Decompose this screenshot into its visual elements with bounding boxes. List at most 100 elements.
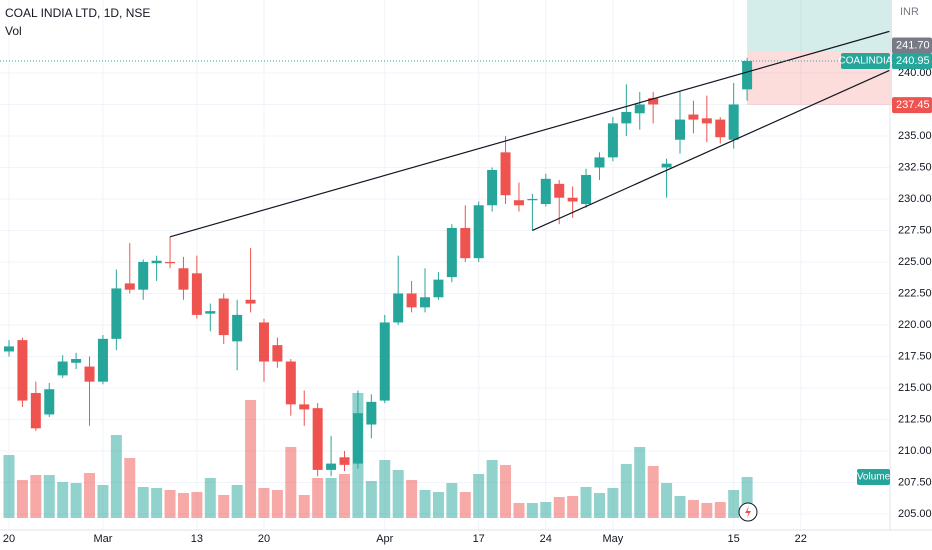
candle-body — [701, 118, 712, 124]
y-tick-label: 222.50 — [898, 287, 932, 299]
volume-bar — [365, 481, 377, 518]
candle-body — [688, 114, 699, 120]
currency: INR — [900, 6, 919, 18]
candle-body — [352, 413, 363, 464]
candle-body — [4, 346, 14, 352]
candle-body — [420, 297, 431, 308]
volume-bar — [30, 475, 42, 518]
volume-bar — [204, 478, 216, 518]
volume-bar — [16, 480, 28, 518]
chart-title: COAL INDIA LTD, 1D, NSE — [5, 6, 150, 20]
candle-body — [205, 311, 216, 314]
volume-bar — [674, 496, 686, 518]
target-zone — [747, 0, 892, 52]
y-tick-label: 210.00 — [898, 445, 932, 457]
y-tick-label: 227.50 — [898, 224, 932, 236]
x-tick-label: 17 — [473, 533, 485, 545]
candle-body — [57, 361, 68, 376]
candle-body — [138, 261, 149, 290]
candle-body — [433, 279, 444, 298]
volume-bar — [231, 485, 243, 518]
y-tick-label: 235.00 — [898, 130, 932, 142]
candle-body — [540, 178, 551, 205]
volume-bar — [325, 478, 337, 518]
stop-label: 237.45 — [896, 99, 930, 111]
volume-bar — [84, 473, 96, 518]
last-price-label: 240.95 — [896, 55, 930, 67]
volume-bar — [567, 496, 579, 518]
volume-bar — [701, 503, 713, 518]
volume-bar — [486, 460, 498, 518]
volume-bar — [191, 492, 203, 518]
x-tick-label: 15 — [728, 533, 740, 545]
y-tick-label: 215.00 — [898, 382, 932, 394]
trendline — [532, 69, 890, 232]
candle-body — [245, 299, 256, 304]
candle-body — [742, 60, 753, 90]
volume-bar — [540, 502, 552, 518]
volume-bar — [526, 503, 538, 518]
candle-body — [728, 104, 739, 140]
volume-bar — [271, 490, 283, 518]
volume-bar — [459, 492, 471, 518]
candle-body — [634, 104, 645, 114]
volume-bar — [728, 490, 740, 518]
candle-body — [715, 119, 726, 138]
stop-label-box — [892, 97, 932, 114]
volume-bar — [513, 503, 525, 518]
trendlines — [169, 30, 890, 238]
trendline — [169, 30, 890, 238]
volume-bar — [43, 475, 55, 518]
volume-bar — [177, 493, 189, 518]
volume-bar — [714, 502, 726, 518]
volume-bar — [661, 483, 673, 518]
volume-bar — [580, 487, 592, 518]
event-bolt — [745, 506, 751, 518]
volume-bar — [57, 482, 69, 518]
last-price-label-box — [892, 52, 932, 69]
candle-body — [581, 175, 592, 205]
candle-body — [17, 340, 28, 401]
candle-body — [178, 268, 189, 290]
candle-body — [567, 197, 578, 202]
volume-bar — [258, 488, 270, 518]
x-tick-label: Apr — [376, 533, 393, 545]
y-tick-label: 217.50 — [898, 350, 932, 362]
candle-body — [460, 227, 471, 259]
volume-bar — [164, 490, 176, 518]
candle-body — [393, 293, 404, 323]
x-tick-label: 20 — [258, 533, 270, 545]
candle-body — [675, 119, 685, 140]
candle-body — [527, 198, 538, 201]
y-tick-label: 225.00 — [898, 256, 932, 268]
candle-body — [339, 457, 350, 465]
candle-body — [648, 98, 659, 105]
candle-body — [258, 322, 269, 362]
candle-body — [84, 366, 95, 382]
y-tick-label: 205.00 — [898, 508, 932, 520]
candle-body — [406, 293, 417, 308]
volume-bar — [137, 487, 149, 518]
candle-body — [124, 283, 135, 290]
volume-bar — [97, 485, 109, 518]
x-tick-label: 20 — [3, 533, 15, 545]
candle-body — [218, 298, 229, 336]
x-tick-label: 24 — [540, 533, 552, 545]
candle-body — [285, 361, 296, 405]
y-tick-label: 232.50 — [898, 161, 932, 173]
x-tick-label: May — [603, 533, 624, 545]
candle-body — [191, 273, 202, 315]
candles — [4, 57, 753, 477]
volume-bar — [634, 447, 646, 518]
volume-bar — [647, 466, 659, 518]
volume-bar — [473, 474, 485, 518]
candle-body — [594, 157, 605, 168]
volume-bar — [339, 474, 350, 518]
candle-body — [446, 227, 457, 278]
volume-bar — [245, 400, 257, 518]
position-tool — [747, 0, 892, 106]
volume-bar — [406, 480, 418, 518]
volume-bar — [741, 477, 753, 518]
candle-body — [487, 169, 498, 206]
volume-bar — [151, 488, 163, 518]
